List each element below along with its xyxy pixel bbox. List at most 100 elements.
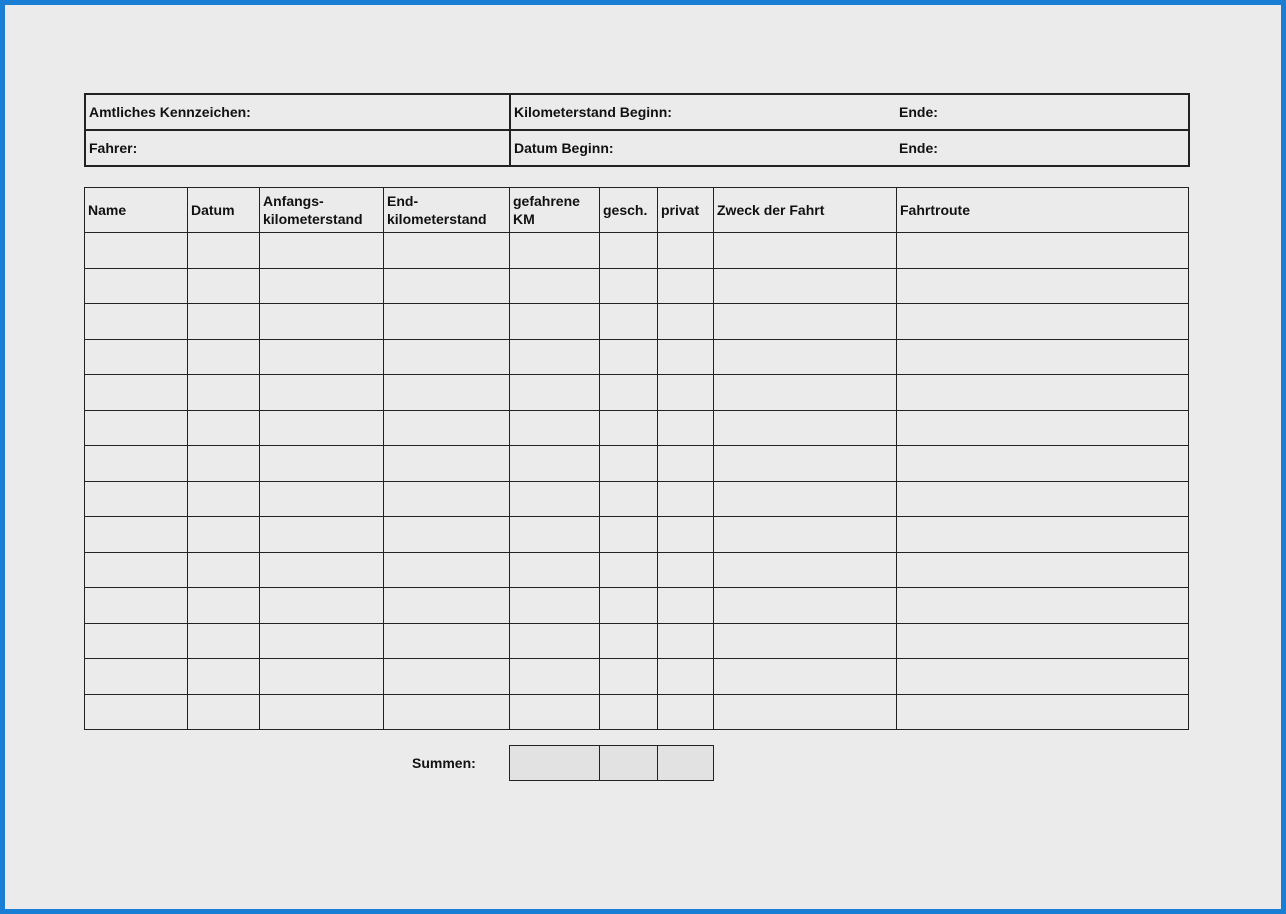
table-cell[interactable] xyxy=(187,338,260,375)
table-cell[interactable] xyxy=(509,445,600,482)
table-cell[interactable] xyxy=(657,587,714,624)
table-cell[interactable] xyxy=(383,551,510,588)
table-cell[interactable] xyxy=(259,232,384,269)
table-cell[interactable] xyxy=(187,480,260,517)
table-cell[interactable] xyxy=(657,409,714,446)
table-cell[interactable] xyxy=(657,516,714,553)
sum-privat[interactable] xyxy=(657,745,714,781)
table-cell[interactable] xyxy=(84,232,188,269)
table-cell[interactable] xyxy=(259,622,384,659)
table-cell[interactable] xyxy=(509,409,600,446)
table-cell[interactable] xyxy=(84,267,188,304)
table-cell[interactable] xyxy=(509,338,600,375)
table-cell[interactable] xyxy=(599,232,658,269)
table-cell[interactable] xyxy=(259,480,384,517)
table-cell[interactable] xyxy=(713,587,897,624)
table-cell[interactable] xyxy=(509,267,600,304)
table-cell[interactable] xyxy=(259,587,384,624)
table-cell[interactable] xyxy=(896,587,1189,624)
table-cell[interactable] xyxy=(383,445,510,482)
table-cell[interactable] xyxy=(896,480,1189,517)
table-cell[interactable] xyxy=(599,516,658,553)
table-cell[interactable] xyxy=(383,658,510,695)
datum-field[interactable]: Datum Beginn: Ende: xyxy=(509,129,1190,167)
table-cell[interactable] xyxy=(259,445,384,482)
table-cell[interactable] xyxy=(383,587,510,624)
table-cell[interactable] xyxy=(599,693,658,730)
table-cell[interactable] xyxy=(896,445,1189,482)
table-cell[interactable] xyxy=(383,232,510,269)
table-cell[interactable] xyxy=(383,267,510,304)
table-cell[interactable] xyxy=(259,374,384,411)
table-cell[interactable] xyxy=(599,374,658,411)
table-cell[interactable] xyxy=(187,587,260,624)
table-cell[interactable] xyxy=(713,267,897,304)
table-cell[interactable] xyxy=(509,480,600,517)
table-cell[interactable] xyxy=(713,658,897,695)
table-cell[interactable] xyxy=(657,445,714,482)
table-cell[interactable] xyxy=(713,622,897,659)
table-cell[interactable] xyxy=(599,480,658,517)
table-cell[interactable] xyxy=(383,480,510,517)
table-cell[interactable] xyxy=(657,374,714,411)
table-cell[interactable] xyxy=(599,409,658,446)
table-cell[interactable] xyxy=(509,516,600,553)
table-cell[interactable] xyxy=(896,374,1189,411)
table-cell[interactable] xyxy=(509,303,600,340)
table-cell[interactable] xyxy=(187,445,260,482)
table-cell[interactable] xyxy=(657,622,714,659)
table-cell[interactable] xyxy=(657,338,714,375)
table-cell[interactable] xyxy=(383,338,510,375)
table-cell[interactable] xyxy=(259,409,384,446)
table-cell[interactable] xyxy=(713,480,897,517)
table-cell[interactable] xyxy=(259,303,384,340)
table-cell[interactable] xyxy=(259,551,384,588)
table-cell[interactable] xyxy=(713,693,897,730)
table-cell[interactable] xyxy=(84,409,188,446)
table-cell[interactable] xyxy=(383,622,510,659)
table-cell[interactable] xyxy=(187,516,260,553)
table-cell[interactable] xyxy=(383,374,510,411)
table-cell[interactable] xyxy=(84,693,188,730)
table-cell[interactable] xyxy=(187,622,260,659)
table-cell[interactable] xyxy=(657,267,714,304)
table-cell[interactable] xyxy=(383,516,510,553)
table-cell[interactable] xyxy=(259,516,384,553)
table-cell[interactable] xyxy=(713,232,897,269)
table-cell[interactable] xyxy=(713,374,897,411)
table-cell[interactable] xyxy=(896,622,1189,659)
sum-gefahrene-km[interactable] xyxy=(509,745,600,781)
km-field[interactable]: Kilometerstand Beginn: Ende: xyxy=(509,93,1190,131)
table-cell[interactable] xyxy=(84,658,188,695)
table-cell[interactable] xyxy=(713,445,897,482)
table-cell[interactable] xyxy=(896,693,1189,730)
table-cell[interactable] xyxy=(896,658,1189,695)
table-cell[interactable] xyxy=(84,587,188,624)
table-cell[interactable] xyxy=(713,409,897,446)
table-cell[interactable] xyxy=(657,551,714,588)
table-cell[interactable] xyxy=(259,658,384,695)
table-cell[interactable] xyxy=(259,267,384,304)
table-cell[interactable] xyxy=(509,374,600,411)
table-cell[interactable] xyxy=(713,338,897,375)
table-cell[interactable] xyxy=(896,267,1189,304)
table-cell[interactable] xyxy=(187,658,260,695)
table-cell[interactable] xyxy=(383,409,510,446)
table-cell[interactable] xyxy=(657,303,714,340)
table-cell[interactable] xyxy=(187,551,260,588)
table-cell[interactable] xyxy=(509,658,600,695)
kennzeichen-field[interactable]: Amtliches Kennzeichen: xyxy=(84,93,511,131)
table-cell[interactable] xyxy=(599,551,658,588)
sum-gesch[interactable] xyxy=(599,745,658,781)
fahrer-field[interactable]: Fahrer: xyxy=(84,129,511,167)
table-cell[interactable] xyxy=(599,303,658,340)
table-cell[interactable] xyxy=(509,693,600,730)
table-cell[interactable] xyxy=(599,445,658,482)
table-cell[interactable] xyxy=(896,551,1189,588)
table-cell[interactable] xyxy=(657,693,714,730)
table-cell[interactable] xyxy=(509,551,600,588)
table-cell[interactable] xyxy=(599,587,658,624)
table-cell[interactable] xyxy=(599,622,658,659)
table-cell[interactable] xyxy=(84,622,188,659)
table-cell[interactable] xyxy=(84,551,188,588)
